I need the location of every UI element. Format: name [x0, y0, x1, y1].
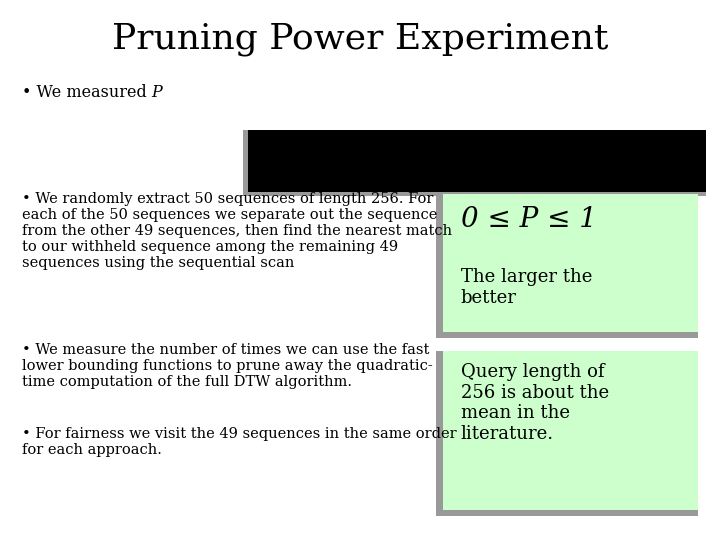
- Text: • We measure the number of times we can use the fast
lower bounding functions to: • We measure the number of times we can …: [22, 343, 432, 389]
- Text: • We randomly extract 50 sequences of length 256. For
each of the 50 sequences w: • We randomly extract 50 sequences of le…: [22, 192, 451, 271]
- Bar: [243, 130, 706, 196]
- Text: The larger the
better: The larger the better: [461, 268, 592, 307]
- Text: P: P: [151, 84, 162, 100]
- Bar: [443, 194, 698, 332]
- Bar: [436, 194, 698, 338]
- Text: Pruning Power Experiment: Pruning Power Experiment: [112, 22, 608, 56]
- Text: • For fairness we visit the 49 sequences in the same order
for each approach.: • For fairness we visit the 49 sequences…: [22, 427, 456, 457]
- Bar: [443, 351, 698, 510]
- Bar: [436, 351, 698, 516]
- Text: • We measured: • We measured: [22, 84, 157, 100]
- Text: Query length of
256 is about the
mean in the
literature.: Query length of 256 is about the mean in…: [461, 363, 609, 443]
- Bar: [248, 130, 706, 192]
- Text: 0 ≤ P ≤ 1: 0 ≤ P ≤ 1: [461, 206, 597, 233]
